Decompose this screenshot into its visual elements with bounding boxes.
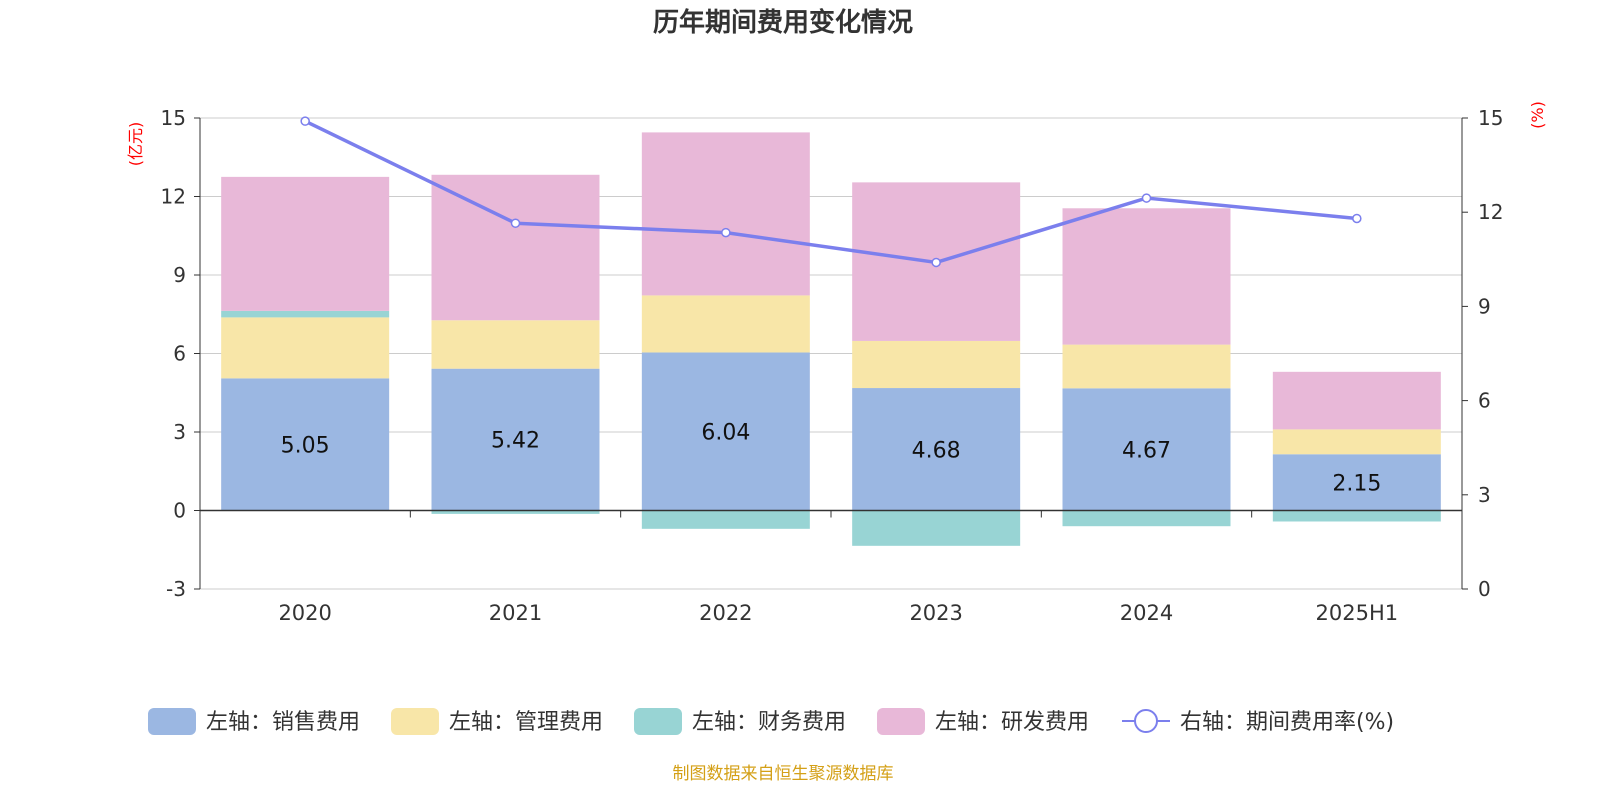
- left-axis-unit-label: (亿元): [126, 122, 145, 167]
- left-axis-tick-label: 0: [173, 499, 186, 523]
- x-axis-category-label: 2021: [489, 601, 542, 625]
- rate-point: [510, 218, 521, 228]
- legend-label: 左轴：管理费用: [449, 710, 603, 735]
- bar-segment: [641, 132, 810, 296]
- rate-point: [931, 257, 941, 268]
- bar-segment: [1272, 454, 1441, 511]
- right-axis-tick-label: 0: [1478, 577, 1491, 601]
- rate-line: [304, 119, 1358, 265]
- bar-segment: [1062, 208, 1231, 345]
- bar-segment: [641, 352, 810, 511]
- right-axis-tick-label: 9: [1478, 294, 1491, 318]
- left-axis-tick-label: 12: [161, 185, 186, 209]
- x-axis-category-label: 2024: [1120, 601, 1173, 625]
- bar-segment: [431, 510, 600, 514]
- axes: 15 12 9 6 3 0 -3 15 12 9 6 3 0 2020 2021 2022 2023 2024 20…: [161, 106, 1504, 625]
- bar-segment: [641, 510, 810, 529]
- right-axis-tick-label: 3: [1478, 483, 1491, 507]
- x-axis-category-label: 2020: [278, 601, 331, 625]
- data-label: 5.42: [491, 429, 540, 454]
- bar-segment: [431, 320, 600, 369]
- rate-point: [1352, 213, 1362, 224]
- left-axis-tick-label: 15: [161, 106, 186, 130]
- bar-segment: [852, 510, 1021, 546]
- rate-point: [1141, 193, 1152, 203]
- data-labels: 5.05 5.42 6.04 4.68 4.67 2.15: [281, 420, 1382, 496]
- legend-swatch: [148, 708, 196, 735]
- bar-segment: [641, 295, 810, 353]
- bar-segment: [221, 176, 390, 311]
- legend-label: 左轴：财务费用: [692, 710, 846, 735]
- bar-segment: [221, 310, 390, 318]
- source-note: 制图数据来自恒生聚源数据库: [673, 764, 894, 784]
- x-axis-category-label: 2025H1: [1316, 601, 1399, 625]
- data-label: 6.04: [701, 420, 750, 445]
- legend: 左轴：销售费用 左轴：管理费用 左轴：财务费用 左轴：研发费用 右轴：期间费用率(%): [148, 708, 1394, 735]
- legend-marker-icon: [1134, 709, 1158, 733]
- right-axis-tick-label: 15: [1478, 106, 1503, 130]
- bar-segment: [852, 388, 1021, 511]
- bar-segment: [1272, 429, 1441, 455]
- rate-point: [721, 227, 731, 238]
- bar-segment: [1062, 344, 1231, 389]
- legend-label: 右轴：期间费用率(%): [1180, 710, 1394, 735]
- legend-swatch: [877, 708, 925, 735]
- x-axis-category-label: 2023: [909, 601, 962, 625]
- bar-series: [221, 132, 1441, 546]
- left-axis-tick-label: 9: [173, 263, 186, 287]
- bar-segment: [1272, 510, 1441, 522]
- bar-segment: [431, 174, 600, 321]
- legend-swatch: [391, 708, 439, 735]
- legend-label: 左轴：研发费用: [935, 710, 1089, 735]
- data-label: 5.05: [281, 433, 330, 458]
- rate-point: [300, 116, 310, 126]
- grid-lines: [200, 117, 1462, 590]
- left-axis-tick-label: 3: [173, 420, 186, 444]
- chart-title: 历年期间费用变化情况: [653, 7, 913, 38]
- line-series: [300, 116, 1362, 268]
- legend-swatch: [634, 708, 682, 735]
- right-axis-unit-label: (%): [1528, 101, 1547, 129]
- bar-segment: [221, 378, 390, 511]
- left-axis-tick-label: -3: [166, 577, 186, 601]
- bar-segment: [221, 317, 390, 379]
- right-axis-tick-label: 6: [1478, 389, 1491, 413]
- left-axis-tick-label: 6: [173, 342, 186, 366]
- bar-segment: [1062, 510, 1231, 527]
- right-axis-tick-label: 12: [1478, 200, 1503, 224]
- data-label: 2.15: [1332, 471, 1381, 496]
- bar-segment: [1062, 388, 1231, 511]
- data-label: 4.68: [912, 438, 961, 463]
- bar-segment: [852, 340, 1021, 389]
- bar-segment: [431, 368, 600, 511]
- data-label: 4.67: [1122, 438, 1171, 463]
- bar-segment: [1272, 371, 1441, 430]
- x-axis-category-label: 2022: [699, 601, 752, 625]
- legend-label: 左轴：销售费用: [206, 710, 360, 735]
